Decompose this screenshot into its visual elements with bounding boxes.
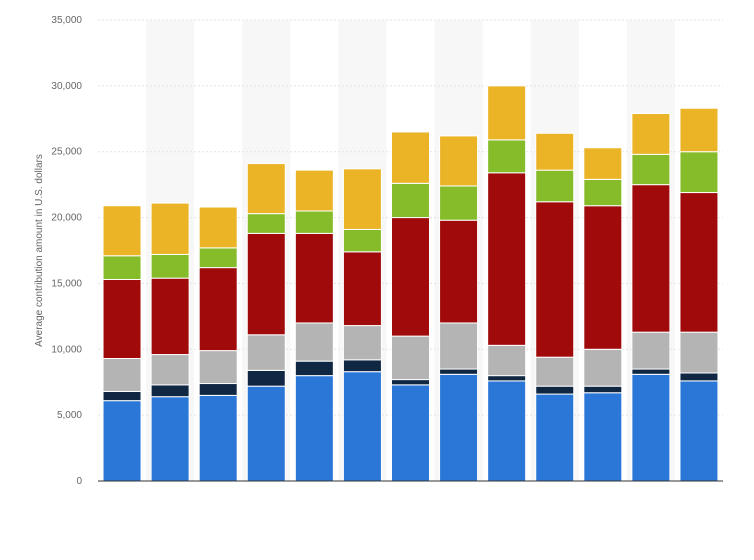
- bar-segment-series-1[interactable]: [487, 380, 527, 482]
- bar-segment-series-6[interactable]: [391, 131, 430, 184]
- bar-segment-series-5[interactable]: [487, 139, 527, 174]
- bar-segment-series-2[interactable]: [535, 385, 575, 395]
- y-tick-label: 0: [76, 476, 82, 487]
- bar-segment-series-2[interactable]: [679, 372, 719, 382]
- bar-segment-series-3[interactable]: [102, 358, 142, 392]
- y-tick-label: 15,000: [51, 278, 82, 289]
- bar-segment-series-2[interactable]: [342, 359, 382, 373]
- bar-segment-series-2[interactable]: [487, 375, 527, 382]
- bars: [102, 85, 719, 482]
- bar-segment-series-5[interactable]: [631, 153, 671, 186]
- bar-segment-series-5[interactable]: [150, 253, 190, 279]
- bar-segment-series-2[interactable]: [246, 369, 286, 387]
- bar-segment-series-6[interactable]: [102, 205, 142, 257]
- bar-segment-series-1[interactable]: [342, 371, 382, 482]
- bar-segment-series-2[interactable]: [102, 390, 142, 402]
- bar-segment-series-1[interactable]: [294, 375, 334, 482]
- y-axis-title: Average contribution amount in U.S. doll…: [34, 154, 45, 347]
- bar-segment-series-5[interactable]: [342, 228, 382, 253]
- bar-segment-series-5[interactable]: [198, 247, 238, 269]
- bar-segment-series-2[interactable]: [583, 385, 623, 394]
- bar-segment-series-3[interactable]: [246, 334, 286, 371]
- bar-segment-series-5[interactable]: [246, 213, 286, 234]
- bar-segment-series-6[interactable]: [487, 85, 527, 141]
- bar-segment-series-3[interactable]: [535, 356, 575, 387]
- bar-segment-series-2[interactable]: [631, 368, 671, 375]
- bar-segment-series-2[interactable]: [439, 368, 479, 375]
- bar-segment-series-6[interactable]: [198, 206, 238, 249]
- bar-segment-series-4[interactable]: [150, 277, 190, 356]
- bar-segment-series-5[interactable]: [583, 178, 623, 207]
- y-tick-label: 35,000: [51, 15, 82, 26]
- bar-segment-series-1[interactable]: [439, 373, 479, 482]
- bar-segment-series-4[interactable]: [342, 251, 382, 327]
- bar-segment-series-5[interactable]: [439, 185, 479, 221]
- bar-segment-series-1[interactable]: [150, 396, 190, 482]
- bar-segment-series-1[interactable]: [631, 373, 671, 482]
- bar-segment-series-4[interactable]: [487, 172, 527, 346]
- bar-segment-series-6[interactable]: [150, 202, 190, 255]
- bar-segment-series-2[interactable]: [294, 360, 334, 377]
- bar-segment-series-4[interactable]: [102, 278, 142, 360]
- bar-segment-series-3[interactable]: [583, 348, 623, 387]
- bar-segment-series-6[interactable]: [246, 163, 286, 215]
- bar-segment-series-4[interactable]: [294, 232, 334, 324]
- bar-segment-series-1[interactable]: [198, 394, 238, 482]
- bar-segment-series-1[interactable]: [391, 384, 430, 482]
- bar-segment-series-4[interactable]: [198, 267, 238, 352]
- bar-segment-series-5[interactable]: [391, 182, 430, 219]
- y-tick-label: 10,000: [51, 344, 82, 355]
- bar-segment-series-3[interactable]: [679, 331, 719, 374]
- bar-segment-series-4[interactable]: [391, 217, 430, 337]
- bar-segment-series-4[interactable]: [583, 205, 623, 350]
- bar-segment-series-6[interactable]: [294, 169, 334, 212]
- bar-segment-series-2[interactable]: [150, 384, 190, 398]
- bar-segment-series-3[interactable]: [342, 325, 382, 361]
- y-tick-label: 25,000: [51, 147, 82, 158]
- y-tick-label: 30,000: [51, 81, 82, 92]
- bar-segment-series-6[interactable]: [535, 132, 575, 171]
- bar-segment-series-5[interactable]: [679, 151, 719, 194]
- bar-segment-series-2[interactable]: [198, 383, 238, 396]
- y-tick-label: 5,000: [57, 410, 82, 421]
- bar-segment-series-3[interactable]: [487, 344, 527, 377]
- bar-segment-series-3[interactable]: [294, 322, 334, 362]
- bar-segment-series-6[interactable]: [342, 168, 382, 230]
- bar-segment-series-6[interactable]: [583, 147, 623, 180]
- bar-segment-series-1[interactable]: [535, 393, 575, 482]
- bar-segment-series-3[interactable]: [150, 354, 190, 386]
- bar-segment-series-6[interactable]: [679, 107, 719, 153]
- bar-segment-series-4[interactable]: [439, 219, 479, 324]
- bar-segment-series-1[interactable]: [583, 392, 623, 482]
- bar-segment-series-3[interactable]: [198, 350, 238, 385]
- bar-segment-series-6[interactable]: [631, 113, 671, 155]
- bar-segment-series-1[interactable]: [246, 385, 286, 482]
- bar-segment-series-5[interactable]: [294, 210, 334, 234]
- bar-segment-series-1[interactable]: [679, 380, 719, 482]
- bar-segment-series-4[interactable]: [535, 201, 575, 358]
- bar-segment-series-4[interactable]: [246, 232, 286, 336]
- bar-segment-series-5[interactable]: [102, 255, 142, 280]
- bar-segment-series-3[interactable]: [391, 335, 430, 381]
- bar-segment-series-4[interactable]: [631, 184, 671, 333]
- bar-segment-series-4[interactable]: [679, 192, 719, 333]
- bar-segment-series-2[interactable]: [391, 379, 430, 386]
- y-axis-ticks: 0 5,000 10,000 15,000 20,000 25,000 30,000 35,0…: [51, 15, 82, 487]
- bar-segment-series-3[interactable]: [439, 322, 479, 370]
- bar-segment-series-5[interactable]: [535, 169, 575, 203]
- y-tick-label: 20,000: [51, 213, 82, 224]
- bar-segment-series-6[interactable]: [439, 135, 479, 187]
- bar-segment-series-1[interactable]: [102, 400, 142, 482]
- bar-segment-series-3[interactable]: [631, 331, 671, 370]
